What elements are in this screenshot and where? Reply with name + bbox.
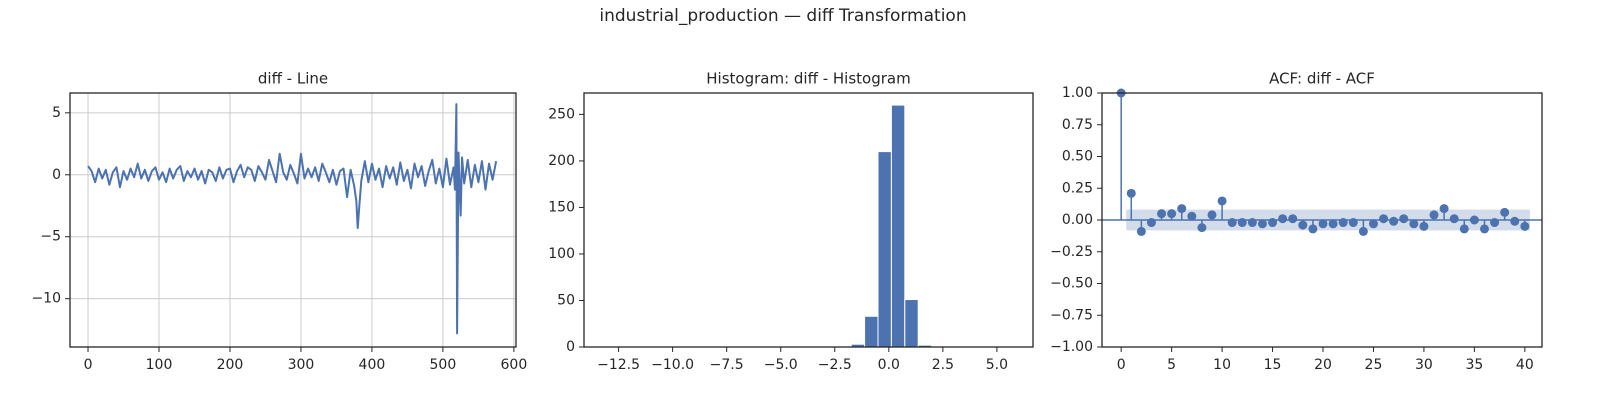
marker [1126,188,1136,198]
marker [1389,216,1399,226]
x-tick-label: −12.5 [597,357,640,373]
bar [890,104,906,348]
x-tick-label: 35 [1465,357,1483,373]
marker [1247,218,1257,228]
bar [904,299,919,348]
marker [1207,210,1217,220]
x-tick-label: 400 [359,357,386,373]
marker [1177,204,1187,214]
marker [1197,223,1207,233]
y-tick-label: 0 [566,339,575,355]
x-tick-label: 30 [1415,357,1433,373]
bar [877,151,892,348]
marker [1449,214,1459,224]
marker [1399,214,1409,224]
marker [1479,224,1489,234]
y-tick-label: 0.50 [1062,149,1093,165]
marker [1278,214,1288,224]
marker [1146,218,1156,228]
marker [1187,211,1197,221]
y-tick-label: 5 [52,105,61,121]
marker [1358,226,1368,236]
x-tick-label: 600 [501,357,528,373]
x-tick-label: 10 [1213,357,1231,373]
marker [1157,209,1167,219]
suptitle: industrial_production — diff Transformat… [599,6,966,26]
y-tick-label: −5 [40,229,61,245]
x-tick-label: 0 [1117,357,1126,373]
x-tick-label: 5.0 [986,357,1008,373]
x-tick-label: 300 [288,357,315,373]
y-tick-label: 100 [548,246,575,262]
marker [1429,210,1439,220]
x-tick-label: 20 [1314,357,1332,373]
subplot-title: Histogram: diff - Histogram [706,70,910,88]
y-tick-label: 0 [52,167,61,183]
marker [1268,218,1278,228]
y-tick-label: 0.00 [1062,212,1093,228]
marker [1500,207,1510,217]
marker [1167,209,1177,219]
marker [1368,219,1378,229]
marker [1237,218,1247,228]
marker [1439,204,1449,214]
y-tick-label: −0.75 [1050,307,1093,323]
y-tick-label: 50 [557,292,575,308]
subplot-title: ACF: diff - ACF [1269,70,1375,88]
marker [1409,219,1419,229]
y-tick-label: 250 [548,106,575,122]
marker [1459,224,1469,234]
frame [1101,92,1543,348]
x-tick-label: −5.0 [764,357,798,373]
marker [1510,216,1520,226]
frame [583,92,1034,348]
x-tick-label: 0 [84,357,93,373]
marker [1318,219,1328,229]
x-tick-label: 5 [1167,357,1176,373]
marker [1257,219,1267,229]
y-tick-label: 1.00 [1062,85,1093,101]
subplot-title: diff - Line [258,70,328,88]
x-tick-label: 40 [1516,357,1534,373]
marker [1348,218,1358,228]
marker [1136,226,1146,236]
x-tick-label: −7.5 [710,357,744,373]
marker [1288,214,1298,224]
y-tick-label: 0.25 [1062,180,1093,196]
marker [1308,224,1318,234]
y-tick-label: 200 [548,153,575,169]
x-tick-label: −10.0 [651,357,694,373]
y-tick-label: −0.25 [1050,244,1093,260]
x-tick-label: 200 [217,357,244,373]
marker [1419,221,1429,231]
bar [864,315,879,348]
y-tick-label: −1.00 [1050,339,1093,355]
y-tick-label: −10 [31,291,61,307]
y-tick-label: 0.75 [1062,117,1093,133]
marker [1227,218,1237,228]
line [87,103,498,335]
marker [1298,220,1308,230]
x-tick-label: 100 [146,357,173,373]
marker [1469,215,1479,225]
marker [1520,221,1530,231]
x-tick-label: 2.5 [932,357,954,373]
marker [1217,196,1227,206]
y-tick-label: −0.50 [1050,276,1093,292]
x-tick-label: −2.5 [818,357,852,373]
y-tick-label: 150 [548,199,575,215]
x-tick-label: 25 [1365,357,1383,373]
frame [69,92,517,348]
marker [1490,218,1500,228]
marker [1328,219,1338,229]
marker [1379,214,1389,224]
x-tick-label: 15 [1264,357,1282,373]
x-tick-label: 0.0 [878,357,900,373]
x-tick-label: 500 [430,357,457,373]
marker [1338,218,1348,228]
